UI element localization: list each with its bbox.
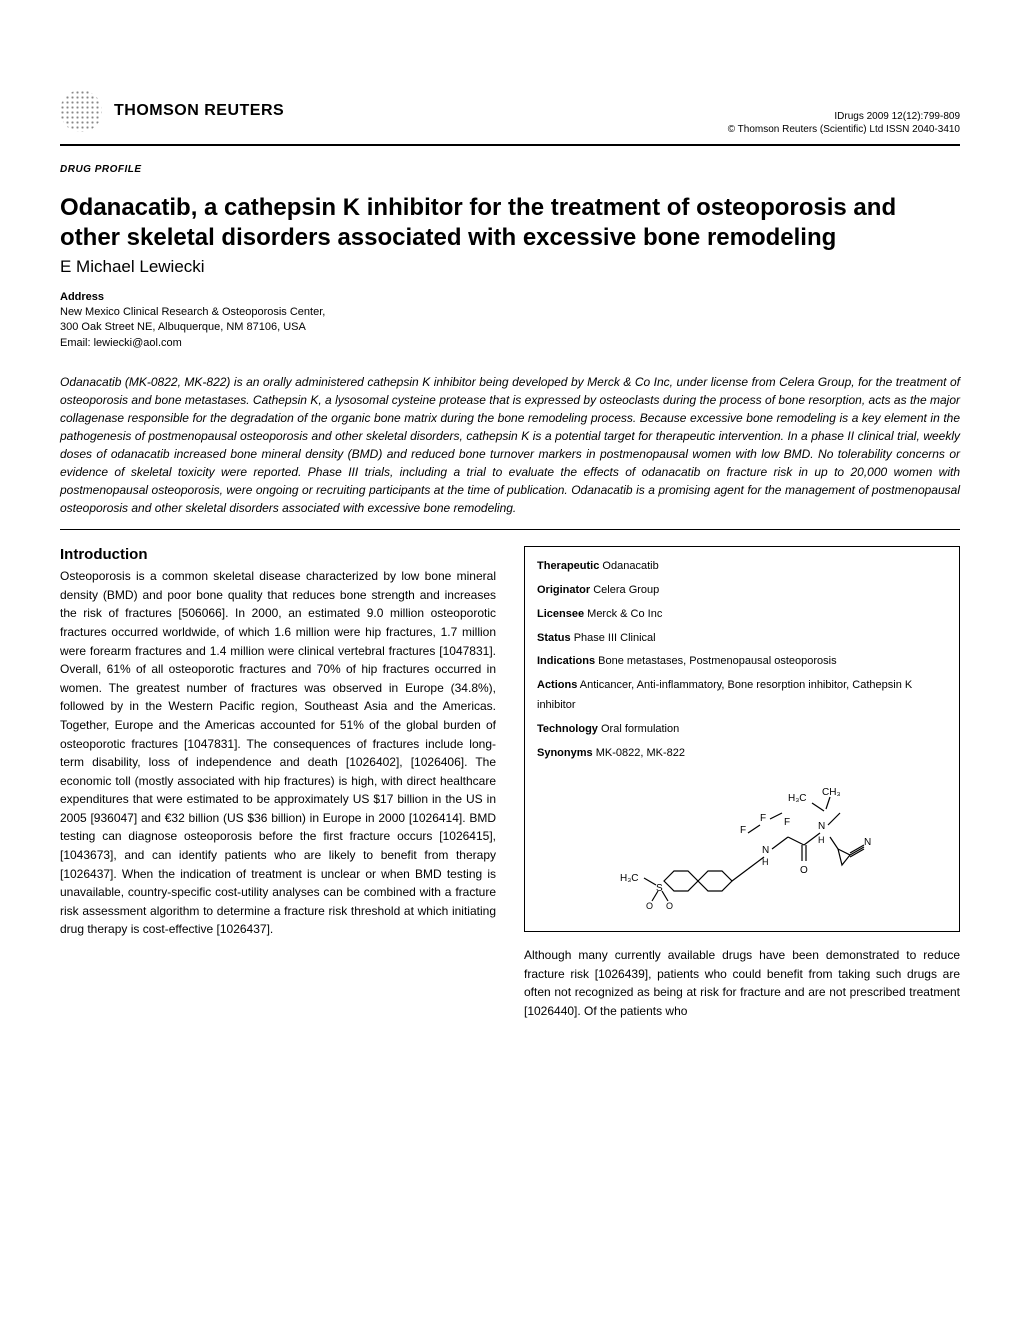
drug-info-box: Therapeutic Odanacatib Originator Celera…: [524, 546, 960, 932]
citation-line2: © Thomson Reuters (Scientific) Ltd ISSN …: [728, 123, 960, 136]
svg-text:H₃C: H₃C: [788, 793, 807, 804]
indications-label: Indications: [537, 655, 595, 667]
two-column-layout: Introduction Osteoporosis is a common sk…: [60, 546, 960, 1020]
info-status: Status Phase III Clinical: [537, 629, 947, 649]
article-title: Odanacatib, a cathepsin K inhibitor for …: [60, 193, 960, 253]
actions-label: Actions: [537, 679, 577, 691]
info-synonyms: Synonyms MK-0822, MK-822: [537, 744, 947, 764]
technology-label: Technology: [537, 723, 598, 735]
synonyms-label: Synonyms: [537, 747, 593, 759]
info-originator: Originator Celera Group: [537, 581, 947, 601]
info-licensee: Licensee Merck & Co Inc: [537, 605, 947, 625]
technology-value: Oral formulation: [601, 723, 679, 735]
originator-label: Originator: [537, 584, 590, 596]
chemical-structure: H₃C S O O N H: [537, 773, 947, 921]
article-author: E Michael Lewiecki: [60, 257, 960, 277]
svg-text:H: H: [818, 835, 825, 845]
svg-text:H: H: [762, 857, 769, 867]
therapeutic-label: Therapeutic: [537, 560, 599, 572]
abstract-rule: [60, 529, 960, 530]
svg-text:O: O: [666, 901, 673, 911]
svg-text:F: F: [740, 825, 746, 836]
address-line3: Email: lewiecki@aol.com: [60, 336, 960, 351]
page-header: THOMSON REUTERS IDrugs 2009 12(12):799-8…: [60, 40, 960, 136]
synonyms-value: MK-0822, MK-822: [596, 747, 685, 759]
header-rule: [60, 144, 960, 146]
address-line1: New Mexico Clinical Research & Osteoporo…: [60, 305, 960, 320]
structure-svg: H₃C S O O N H: [612, 773, 872, 913]
status-value: Phase III Clinical: [574, 632, 656, 644]
info-therapeutic: Therapeutic Odanacatib: [537, 557, 947, 577]
right-body-text: Although many currently available drugs …: [524, 946, 960, 1020]
svg-text:O: O: [646, 901, 653, 911]
status-label: Status: [537, 632, 571, 644]
svg-text:O: O: [800, 865, 808, 876]
svg-text:CH₃: CH₃: [822, 787, 841, 798]
intro-heading: Introduction: [60, 546, 496, 563]
intro-body: Osteoporosis is a common skeletal diseas…: [60, 567, 496, 939]
logo-icon: [60, 90, 102, 132]
svg-text:F: F: [760, 813, 766, 824]
indications-value: Bone metastases, Postmenopausal osteopor…: [598, 655, 836, 667]
svg-text:N: N: [864, 837, 871, 848]
actions-value: Anticancer, Anti-inflammatory, Bone reso…: [537, 679, 912, 711]
address-line2: 300 Oak Street NE, Albuquerque, NM 87106…: [60, 320, 960, 335]
licensee-value: Merck & Co Inc: [587, 608, 662, 620]
info-actions: Actions Anticancer, Anti-inflammatory, B…: [537, 676, 947, 716]
svg-text:N: N: [818, 821, 825, 832]
licensee-label: Licensee: [537, 608, 584, 620]
address-label: Address: [60, 291, 960, 303]
therapeutic-value: Odanacatib: [602, 560, 658, 572]
info-technology: Technology Oral formulation: [537, 720, 947, 740]
svg-text:N: N: [762, 845, 769, 856]
svg-text:F: F: [784, 817, 790, 828]
svg-text:H₃C: H₃C: [620, 873, 639, 884]
info-indications: Indications Bone metastases, Postmenopau…: [537, 652, 947, 672]
abstract: Odanacatib (MK-0822, MK-822) is an orall…: [60, 373, 960, 517]
citation-line1: IDrugs 2009 12(12):799-809: [728, 110, 960, 123]
section-label: DRUG PROFILE: [60, 164, 960, 175]
left-column: Introduction Osteoporosis is a common sk…: [60, 546, 496, 1020]
address-block: New Mexico Clinical Research & Osteoporo…: [60, 305, 960, 351]
publisher-logo: THOMSON REUTERS: [60, 90, 284, 132]
originator-value: Celera Group: [593, 584, 659, 596]
logo-text: THOMSON REUTERS: [114, 102, 284, 120]
right-column: Therapeutic Odanacatib Originator Celera…: [524, 546, 960, 1020]
citation-block: IDrugs 2009 12(12):799-809 © Thomson Reu…: [728, 110, 960, 136]
